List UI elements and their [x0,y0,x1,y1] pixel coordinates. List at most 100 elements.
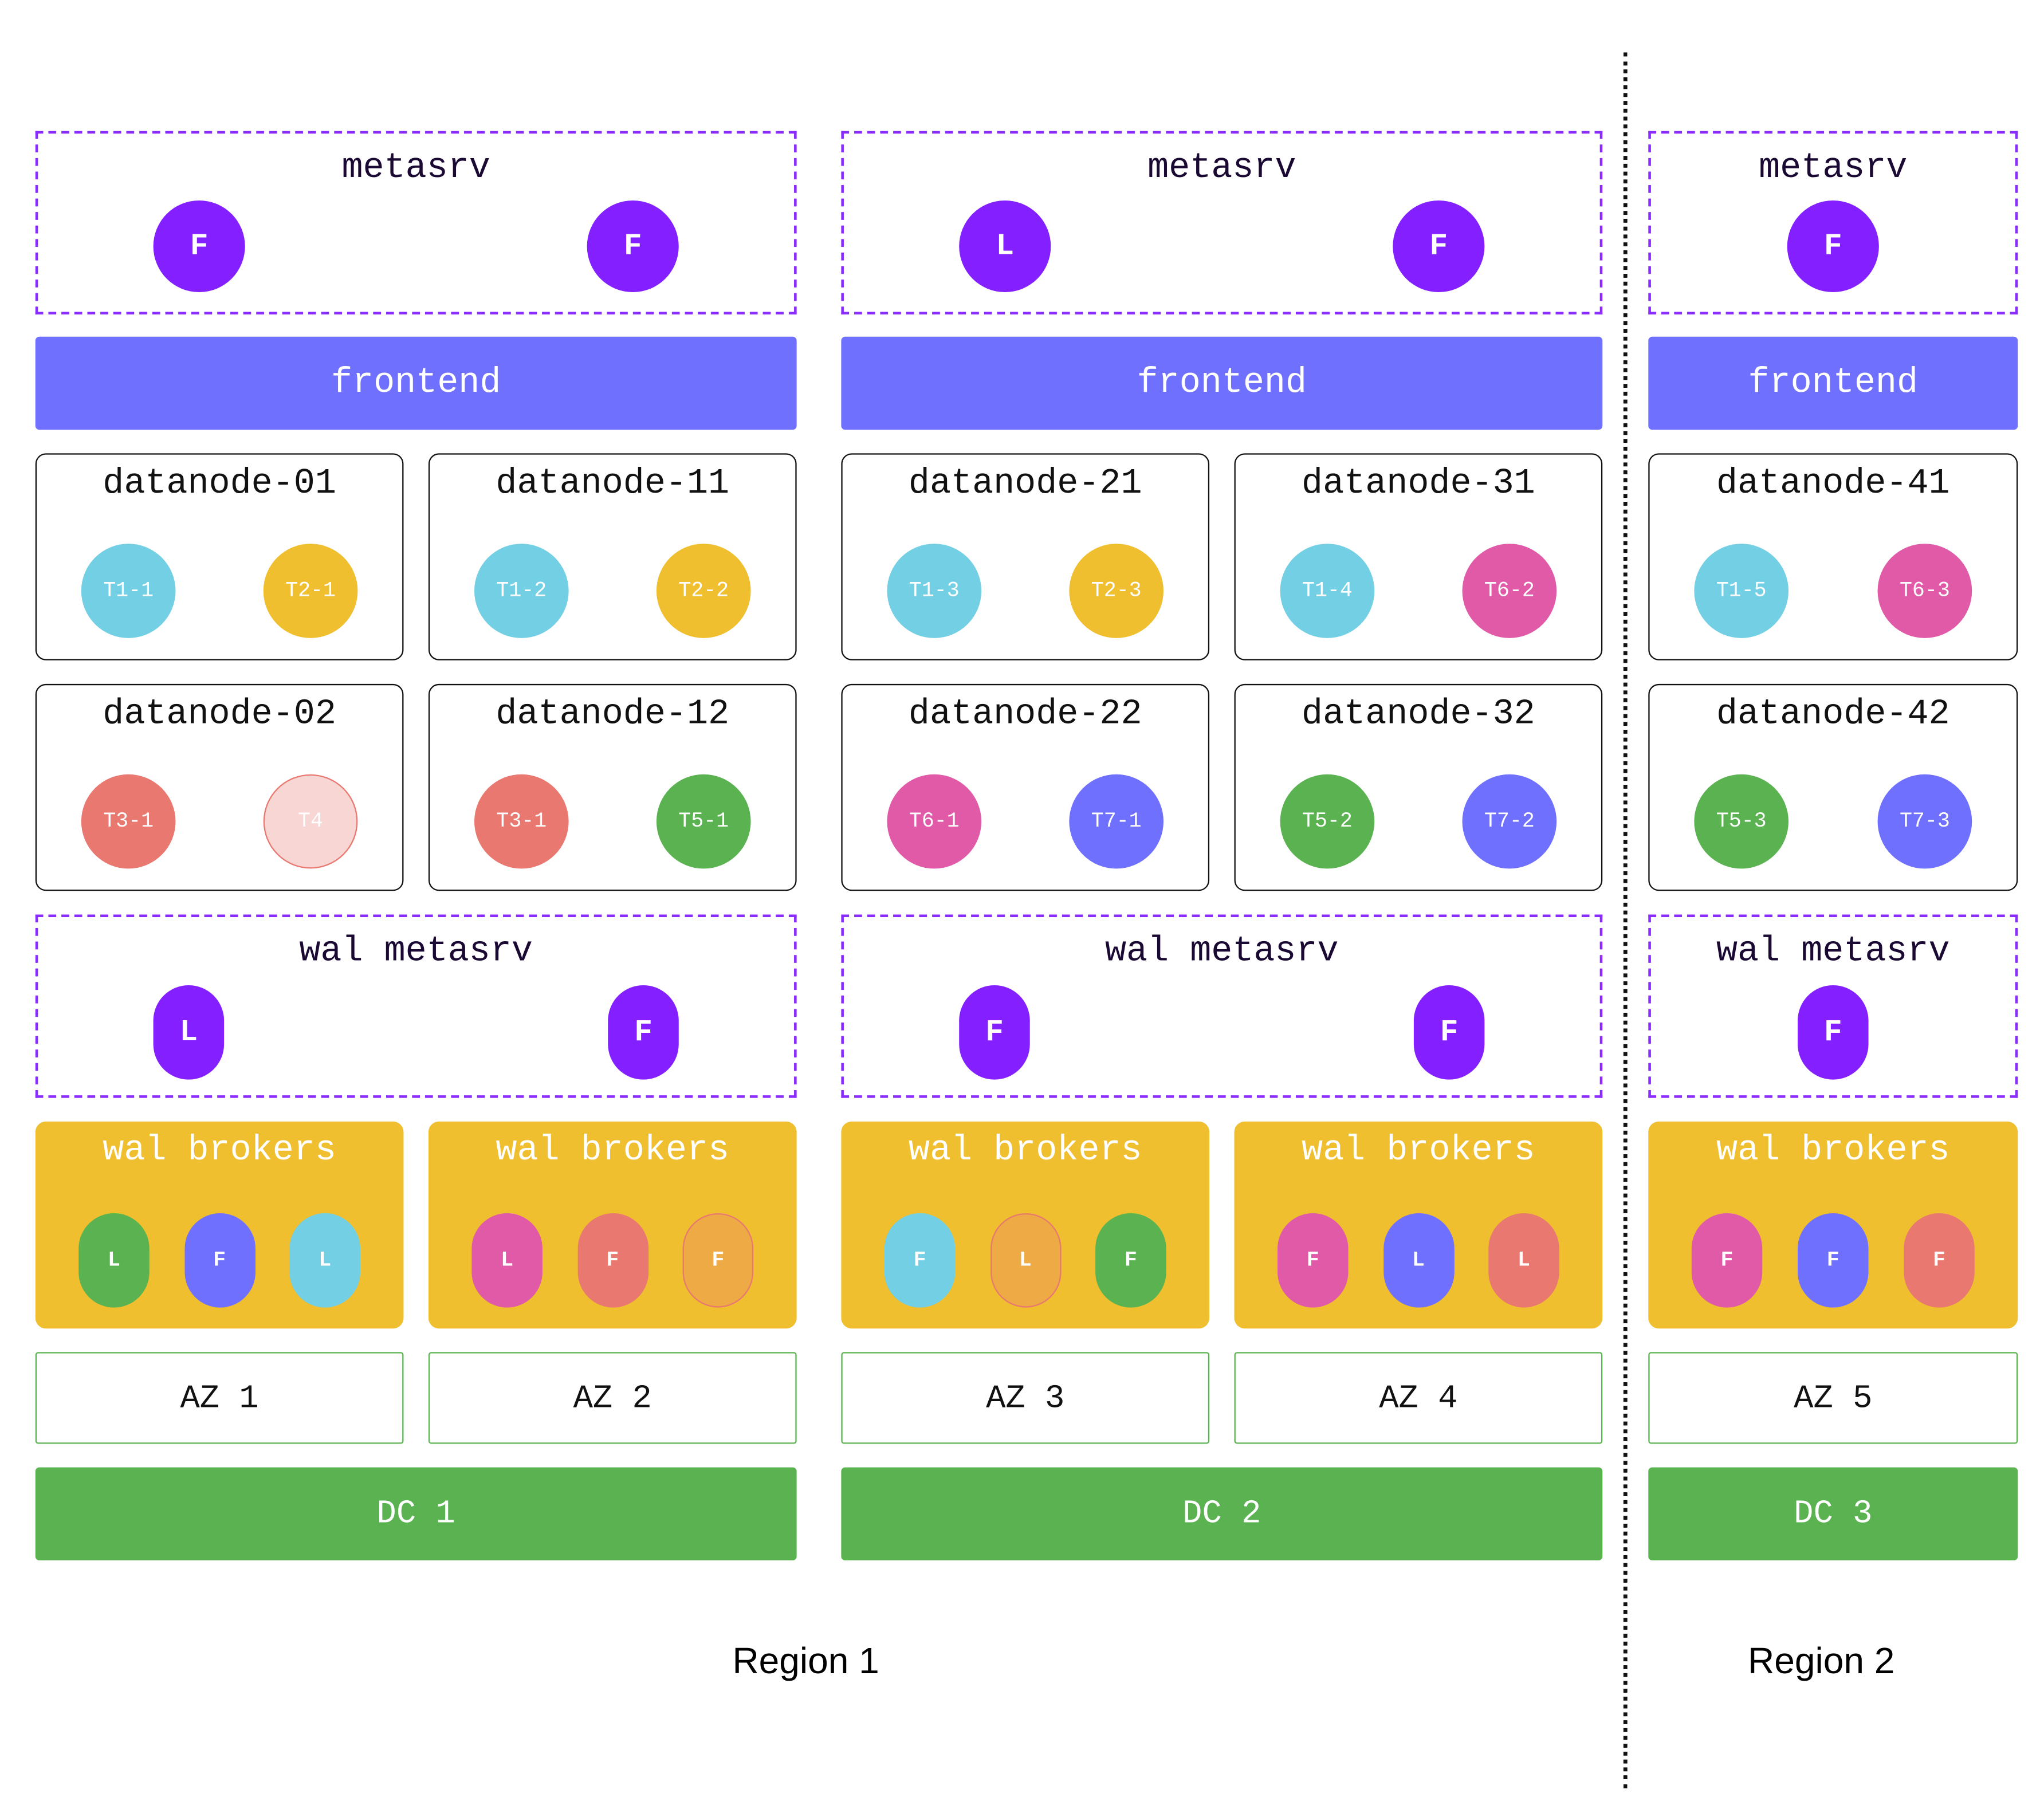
table-region-node: T6-1 [887,774,982,869]
wal-brokers-box: wal brokers F F F [1648,1121,2018,1329]
wal-brokers-title: wal brokers [908,1132,1142,1171]
datanode-row: datanode-01 T1-1 T2-1 datanode-02 T3-1 T4 data… [35,453,797,891]
wal-metasrv-group: wal metasrv F [1648,914,2018,1098]
datanode-title: datanode-22 [908,695,1142,736]
table-regions: T5-3 T7-3 [1650,774,2017,869]
metasrv-title: metasrv [1147,149,1296,189]
datanode-box: datanode-01 T1-1 T2-1 [35,453,404,660]
broker-node: F [1278,1213,1349,1308]
table-region-node: T5-2 [1280,774,1375,869]
metasrv-nodes: F [1651,200,2015,293]
az-datanodes: datanode-41 T1-5 T6-3 datanode-42 T5-3 T7-3 [1648,453,2018,891]
wal-metasrv-follower-node: F [608,985,679,1080]
metasrv-group: metasrv L F [841,131,1603,314]
region-2-label: Region 2 [1748,1640,1895,1681]
datanode-box: datanode-11 T1-2 T2-2 [428,453,797,660]
region-divider [1623,52,1628,1789]
table-region-node: T7-1 [1069,774,1164,869]
table-region-node: T5-3 [1694,774,1789,869]
wal-brokers-box: wal brokers L F F [428,1121,797,1329]
broker-node: L [289,1213,360,1308]
table-regions: T1-1 T2-1 [37,544,402,638]
datanode-box: datanode-21 T1-3 T2-3 [841,453,1210,660]
table-regions: T1-3 T2-3 [843,544,1208,638]
table-region-node: T1-4 [1280,544,1375,638]
datanode-box: datanode-12 T3-1 T5-1 [428,683,797,891]
wal-brokers-title: wal brokers [103,1132,336,1171]
az-datanodes: datanode-21 T1-3 T2-3 datanode-22 T6-1 T7-1 [841,453,1210,891]
datanode-title: datanode-41 [1716,465,1950,505]
datanode-title: datanode-21 [908,465,1142,505]
table-region-node: T2-1 [263,544,358,638]
table-region-node: T1-2 [474,544,569,638]
wal-metasrv-follower-node: F [1413,985,1485,1080]
table-region-node: T5-1 [656,774,751,869]
availability-zone-label: AZ 2 [428,1352,797,1444]
frontend-bar: frontend [841,336,1603,430]
table-regions: T1-2 T2-2 [430,544,795,638]
datanode-title: datanode-32 [1302,695,1535,736]
table-region-node: T3-1 [474,774,569,869]
wal-brokers-box: wal brokers L F L [35,1121,404,1329]
az-row: AZ 1 AZ 2 [35,1352,797,1444]
datanode-box: datanode-31 T1-4 T6-2 [1234,453,1603,660]
metasrv-follower-node: F [153,200,245,293]
datanode-title: datanode-02 [103,695,336,736]
availability-zone-label: AZ 1 [35,1352,404,1444]
table-region-node: T3-1 [81,774,176,869]
broker-node: L [989,1213,1061,1308]
wal-metasrv-title: wal metasrv [1104,933,1339,973]
datanode-box: datanode-41 T1-5 T6-3 [1648,453,2018,660]
broker-node: F [184,1213,255,1308]
metasrv-leader-node: L [959,200,1051,293]
broker-node: F [1798,1213,1869,1308]
metasrv-follower-node: F [1393,200,1485,293]
availability-zone-label: AZ 3 [841,1352,1210,1444]
datanode-row: datanode-41 T1-5 T6-3 datanode-42 T5-3 T7-3 [1648,453,2018,891]
metasrv-group: metasrv F [1648,131,2018,314]
broker-node: L [471,1213,543,1308]
table-region-node: T2-2 [656,544,751,638]
table-region-node: T1-5 [1694,544,1789,638]
wal-brokers-title: wal brokers [1302,1132,1535,1171]
availability-zone-label: AZ 4 [1234,1352,1603,1444]
az-row: AZ 5 [1648,1352,2018,1444]
table-region-node: T6-2 [1462,544,1557,638]
wal-metasrv-follower-node: F [959,985,1030,1080]
metasrv-follower-node: F [587,200,679,293]
wal-metasrv-group: wal metasrv L F [35,914,797,1098]
datanode-title: datanode-01 [103,465,336,505]
az-datanodes: datanode-31 T1-4 T6-2 datanode-32 T5-2 T7-2 [1234,453,1603,891]
broker-node: L [1488,1213,1559,1308]
wal-metasrv-nodes: F [1651,985,2015,1080]
table-region-node: T2-3 [1069,544,1164,638]
table-region-node: T7-3 [1877,774,1972,869]
wal-metasrv-title: wal metasrv [1716,933,1950,973]
datanode-title: datanode-11 [496,465,730,505]
az-datanodes: datanode-01 T1-1 T2-1 datanode-02 T3-1 T4 [35,453,404,891]
broker-node: F [1691,1213,1763,1308]
table-region-node: T6-3 [1877,544,1972,638]
datacenter-bar: DC 3 [1648,1467,2018,1561]
broker-node: L [1383,1213,1454,1308]
datanode-box: datanode-22 T6-1 T7-1 [841,683,1210,891]
table-regions: T5-2 T7-2 [1236,774,1601,869]
datanode-box: datanode-42 T5-3 T7-3 [1648,683,2018,891]
wal-metasrv-group: wal metasrv F F [841,914,1603,1098]
broker-node: F [1904,1213,1975,1308]
table-regions: T3-1 T4 [37,774,402,869]
